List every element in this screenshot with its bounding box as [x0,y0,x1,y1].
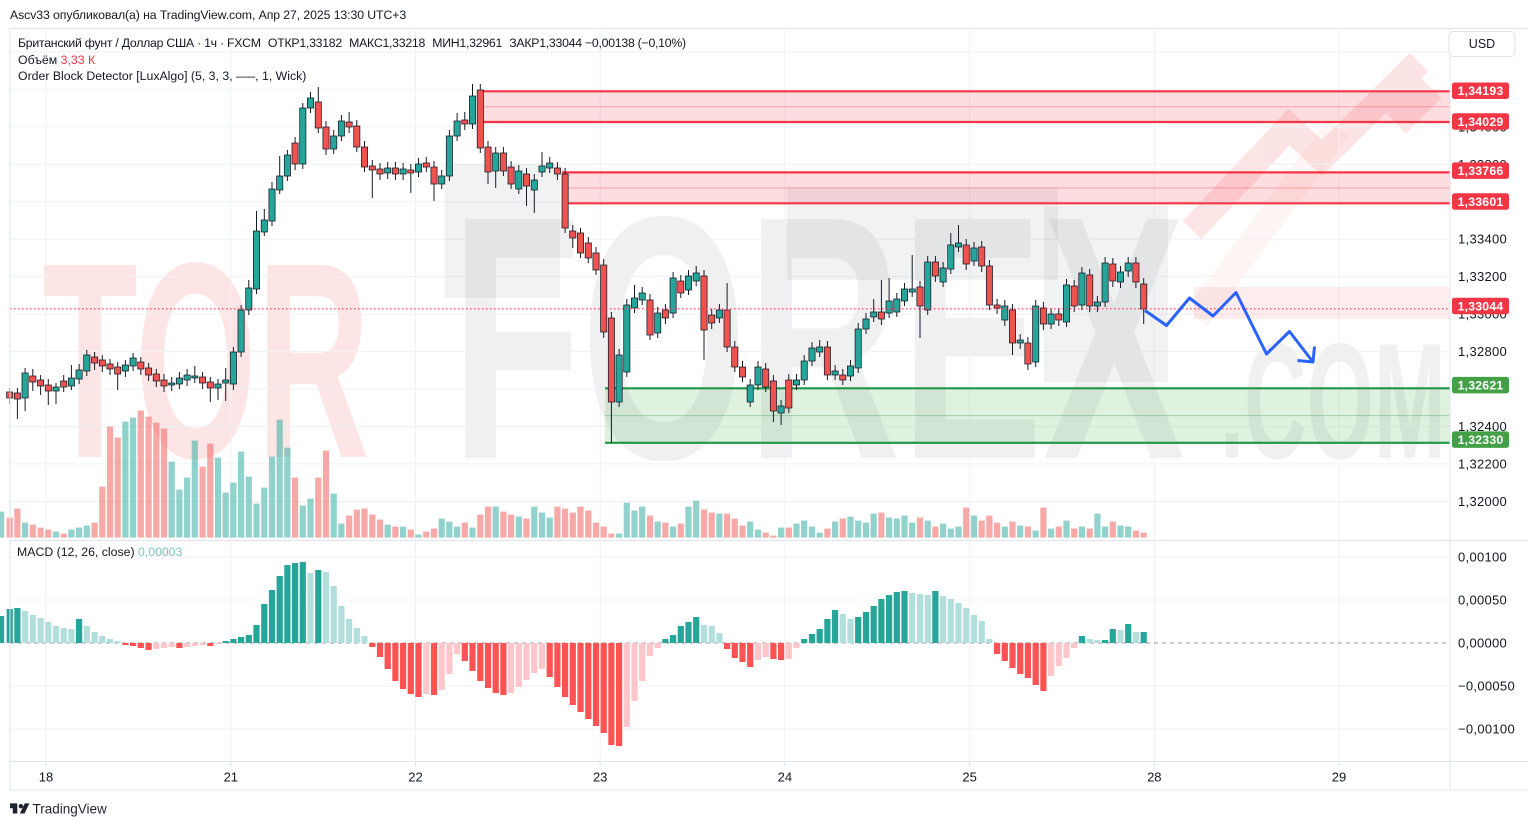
svg-text:0,00100: 0,00100 [1458,550,1507,565]
svg-text:TradingView: TradingView [33,802,108,817]
svg-text:1,32330: 1,32330 [1458,433,1504,447]
svg-text:1,33044: 1,33044 [1458,299,1504,313]
svg-text:24: 24 [778,770,792,785]
svg-text:1,33400: 1,33400 [1458,232,1507,247]
svg-text:21: 21 [224,770,238,785]
svg-text:1,32800: 1,32800 [1458,344,1507,359]
svg-text:1,32000: 1,32000 [1458,494,1507,509]
svg-text:Ascv33 опубликовал(а) на Tradi: Ascv33 опубликовал(а) на TradingView.com… [10,8,406,22]
svg-text:0,00000: 0,00000 [1458,636,1507,651]
svg-text:Order Block Detector [LuxAlgo]: Order Block Detector [LuxAlgo] (5, 3, 3,… [18,69,306,83]
svg-text:Объём 3,33 К: Объём 3,33 К [18,53,96,67]
svg-text:MACD (12, 26, close) 0,00003: MACD (12, 26, close) 0,00003 [17,545,183,559]
svg-text:1,33601: 1,33601 [1458,195,1504,209]
svg-text:1,34193: 1,34193 [1458,84,1504,98]
svg-text:22: 22 [408,770,422,785]
svg-text:1,32200: 1,32200 [1458,456,1507,471]
svg-text:−0,00050: −0,00050 [1458,679,1515,694]
svg-text:28: 28 [1147,770,1161,785]
svg-text:1,33766: 1,33766 [1458,164,1504,178]
svg-text:23: 23 [593,770,607,785]
svg-text:1,32621: 1,32621 [1458,379,1504,393]
svg-text:USD: USD [1469,37,1495,51]
svg-text:0,00050: 0,00050 [1458,593,1507,608]
svg-text:1,34029: 1,34029 [1458,115,1504,129]
svg-text:FOREX: FOREX [451,144,1186,532]
svg-text:1,32400: 1,32400 [1458,419,1507,434]
svg-text:Британский фунт / Доллар США ·: Британский фунт / Доллар США · 1ч · FXCM… [18,36,686,50]
svg-text:.COM: .COM [1220,309,1446,493]
svg-text:1,33200: 1,33200 [1458,269,1507,284]
svg-text:25: 25 [962,770,976,785]
svg-text:29: 29 [1332,770,1346,785]
svg-text:−0,00100: −0,00100 [1458,722,1515,737]
svg-text:18: 18 [39,770,53,785]
